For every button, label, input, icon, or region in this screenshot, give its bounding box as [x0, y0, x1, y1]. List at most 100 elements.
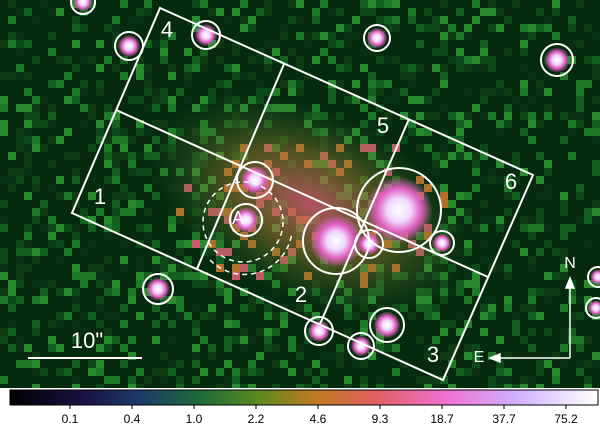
noise-pixel	[360, 48, 368, 56]
noise-pixel	[56, 192, 64, 200]
noise-pixel	[48, 216, 56, 224]
noise-pixel	[376, 384, 384, 388]
noise-pixel	[96, 128, 104, 136]
noise-pixel	[56, 80, 64, 88]
noise-pixel	[0, 296, 8, 304]
noise-pixel	[120, 136, 128, 144]
noise-pixel	[472, 0, 480, 8]
noise-pixel	[128, 96, 136, 104]
noise-pixel	[176, 264, 184, 272]
noise-pixel	[520, 48, 528, 56]
noise-pixel	[336, 64, 344, 72]
noise-pixel	[104, 160, 112, 168]
noise-pixel	[480, 56, 488, 64]
noise-pixel	[592, 208, 600, 216]
noise-pixel	[568, 328, 576, 336]
noise-pixel	[504, 120, 512, 128]
noise-pixel	[0, 176, 8, 184]
noise-pixel	[576, 40, 584, 48]
noise-pixel	[352, 80, 360, 88]
noise-pixel	[496, 216, 504, 224]
noise-pixel	[472, 160, 480, 168]
noise-pixel	[520, 224, 528, 232]
noise-pixel	[72, 96, 80, 104]
noise-pixel	[536, 8, 544, 16]
noise-pixel	[152, 96, 160, 104]
noise-pixel	[344, 96, 352, 104]
noise-pixel	[216, 368, 224, 376]
noise-pixel	[32, 96, 40, 104]
noise-pixel	[536, 152, 544, 160]
noise-pixel	[488, 312, 496, 320]
noise-pixel	[80, 56, 88, 64]
noise-pixel	[408, 64, 416, 72]
noise-pixel	[504, 112, 512, 120]
noise-pixel	[344, 32, 352, 40]
noise-pixel	[112, 216, 120, 224]
noise-pixel	[568, 312, 576, 320]
noise-pixel	[32, 176, 40, 184]
noise-pixel	[424, 8, 432, 16]
noise-pixel	[48, 280, 56, 288]
noise-pixel	[552, 368, 560, 376]
noise-pixel	[64, 56, 72, 64]
noise-pixel	[528, 288, 536, 296]
noise-pixel	[584, 128, 592, 136]
noise-pixel	[48, 112, 56, 120]
noise-pixel	[72, 88, 80, 96]
noise-pixel	[160, 96, 168, 104]
noise-pixel	[528, 72, 536, 80]
noise-pixel	[16, 240, 24, 248]
noise-pixel	[360, 0, 368, 8]
noise-pixel	[240, 336, 248, 344]
noise-pixel	[496, 264, 504, 272]
noise-pixel	[72, 64, 80, 72]
noise-pixel	[264, 336, 272, 344]
noise-pixel	[312, 8, 320, 16]
noise-pixel	[192, 320, 200, 328]
noise-pixel	[184, 240, 192, 248]
noise-pixel	[88, 360, 96, 368]
noise-pixel	[128, 296, 136, 304]
noise-pixel	[24, 128, 32, 136]
noise-pixel	[416, 336, 424, 344]
colorbar	[10, 390, 598, 405]
noise-pixel	[392, 384, 400, 388]
noise-pixel	[520, 336, 528, 344]
noise-pixel	[584, 376, 592, 384]
noise-pixel	[464, 112, 472, 120]
noise-pixel	[128, 192, 136, 200]
noise-pixel	[424, 96, 432, 104]
noise-pixel	[432, 152, 440, 160]
noise-pixel	[488, 376, 496, 384]
noise-pixel	[240, 16, 248, 24]
noise-pixel	[592, 160, 600, 168]
noise-pixel	[464, 280, 472, 288]
noise-pixel	[392, 368, 400, 376]
noise-pixel	[520, 304, 528, 312]
noise-pixel	[440, 320, 448, 328]
noise-pixel	[240, 384, 248, 388]
noise-pixel	[48, 160, 56, 168]
noise-pixel	[376, 88, 384, 96]
noise-pixel	[392, 88, 400, 96]
noise-pixel	[128, 136, 136, 144]
noise-pixel	[544, 296, 552, 304]
noise-pixel	[224, 320, 232, 328]
noise-pixel	[272, 384, 280, 388]
noise-pixel	[488, 24, 496, 32]
noise-pixel	[592, 360, 600, 368]
noise-pixel	[96, 208, 104, 216]
noise-pixel	[416, 40, 424, 48]
noise-pixel	[288, 0, 296, 8]
noise-pixel	[0, 376, 8, 384]
noise-pixel	[592, 352, 600, 360]
noise-pixel	[544, 328, 552, 336]
noise-pixel	[576, 344, 584, 352]
noise-pixel	[48, 184, 56, 192]
noise-pixel	[136, 168, 144, 176]
noise-pixel	[584, 384, 592, 388]
noise-pixel	[72, 24, 80, 32]
source-glow	[146, 277, 170, 301]
noise-pixel	[544, 104, 552, 112]
